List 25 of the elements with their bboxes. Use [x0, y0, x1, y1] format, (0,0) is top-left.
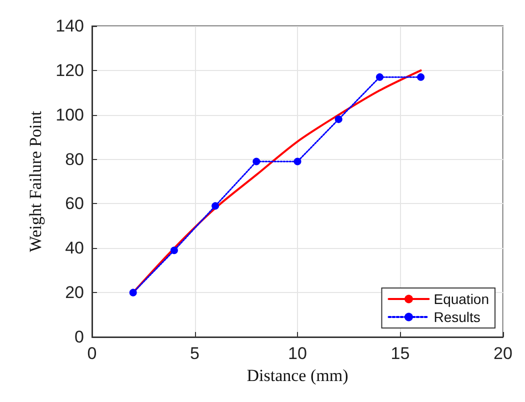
- y-tick-label: 140: [56, 16, 84, 36]
- point: [417, 73, 425, 81]
- y-axis-title: Weight Failure Point: [26, 110, 45, 252]
- point: [252, 158, 260, 166]
- y-tick-label: 20: [65, 283, 84, 302]
- x-axis-title: Distance (mm): [246, 366, 348, 385]
- x-tick-label: 10: [288, 344, 307, 363]
- point: [294, 158, 302, 166]
- point: [376, 73, 384, 81]
- point: [129, 288, 137, 296]
- x-tick-label: 5: [190, 344, 200, 363]
- y-tick-label: 40: [65, 238, 84, 258]
- y-tick-label: 60: [65, 194, 84, 214]
- point: [212, 202, 220, 210]
- x-tick-label: 0: [87, 344, 97, 363]
- x-tick-label: 20: [494, 344, 512, 363]
- x-tick-label: 15: [390, 344, 410, 363]
- legend-label: Results: [434, 309, 480, 325]
- y-tick-label: 100: [56, 105, 84, 124]
- point: [170, 246, 178, 254]
- point: [334, 116, 342, 124]
- y-tick-label: 0: [74, 328, 84, 346]
- legend-label: Equation: [434, 291, 490, 307]
- y-tick-label: 120: [56, 60, 84, 80]
- y-tick-label: 80: [65, 150, 84, 169]
